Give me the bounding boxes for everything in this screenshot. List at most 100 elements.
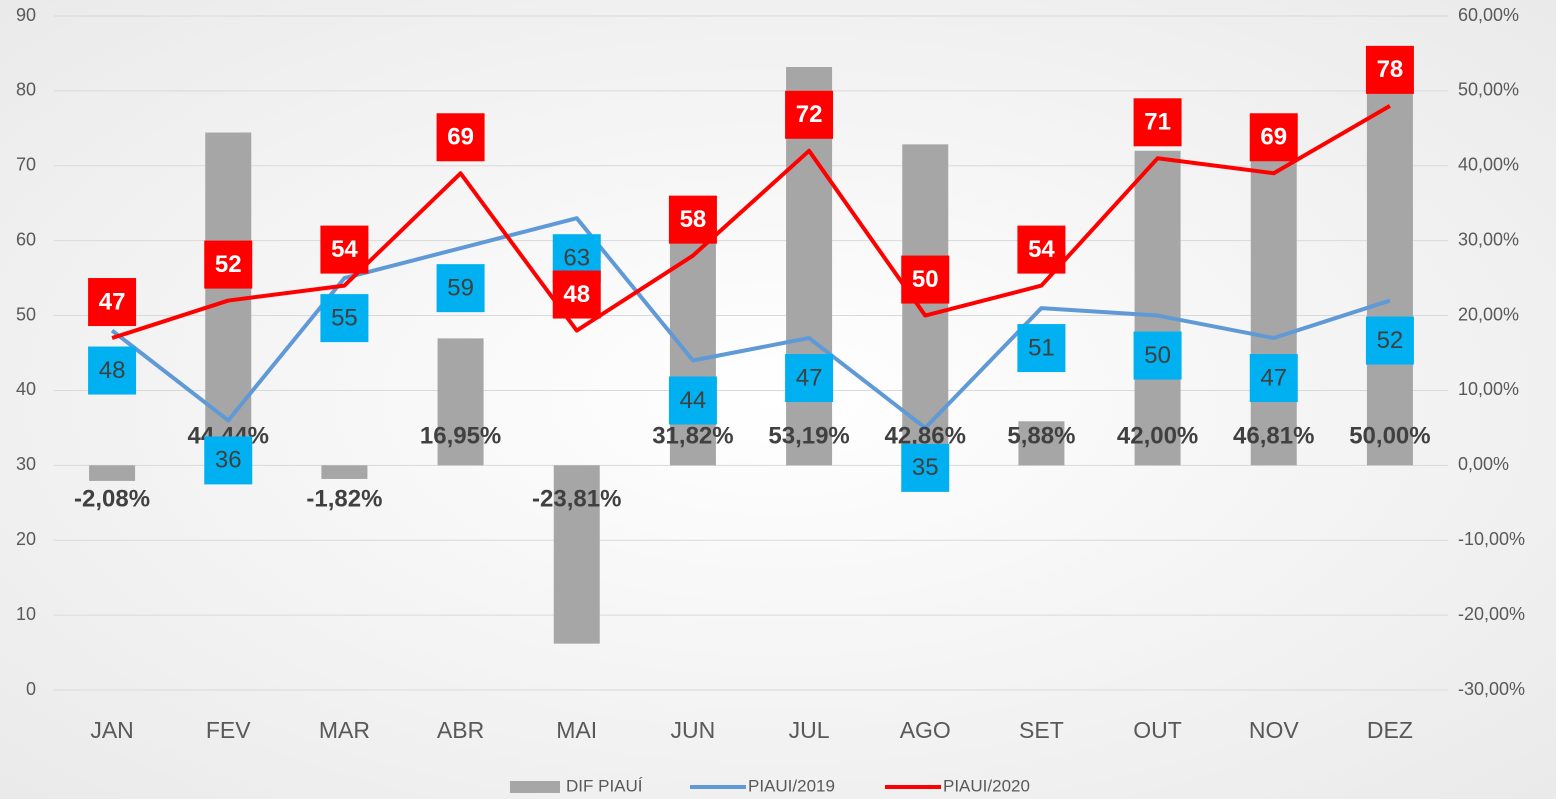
- legend-label: PIAUI/2019: [748, 776, 835, 795]
- y-tick-label: 20: [16, 529, 36, 549]
- bar: [437, 338, 484, 466]
- line-label: 47: [1260, 364, 1287, 391]
- bar-label: 16,95%: [420, 423, 501, 450]
- label-box: [320, 294, 369, 343]
- y-tick-label: 10: [16, 604, 36, 624]
- line-label: 72: [796, 101, 823, 128]
- bar: [1018, 421, 1065, 466]
- line-label: 47: [99, 288, 126, 315]
- y-tick-label: 40: [16, 379, 36, 399]
- label-box: [1249, 354, 1298, 403]
- bar: [1250, 114, 1297, 466]
- label-box: [436, 113, 485, 162]
- labels: -2,08%44,44%-1,82%16,95%-23,81%31,82% 53,…: [74, 45, 1431, 513]
- label-box: [88, 346, 137, 395]
- y-tick-label: 30: [16, 454, 36, 474]
- bar: [1366, 90, 1413, 466]
- label-box: [1133, 98, 1182, 147]
- y2-tick-label: -30,00%: [1458, 679, 1525, 699]
- line-label: 52: [215, 251, 242, 278]
- line-label: 50: [1144, 342, 1171, 369]
- bar-label: 50,00%: [1349, 423, 1430, 450]
- y2-tick-label: 30,00%: [1458, 229, 1519, 249]
- label-box: [552, 270, 601, 319]
- x-tick-label: DEZ: [1367, 717, 1413, 743]
- y2-tick-label: -20,00%: [1458, 604, 1525, 624]
- y2-tick-label: 20,00%: [1458, 304, 1519, 324]
- legend-swatch: [510, 781, 560, 793]
- bar-label: 46,81%: [1233, 423, 1314, 450]
- x-tick-label: ABR: [437, 717, 484, 743]
- x-tick-label: MAR: [319, 717, 370, 743]
- y2-tick-label: 40,00%: [1458, 155, 1519, 175]
- x-tick-label: FEV: [206, 717, 251, 743]
- line-label: 58: [680, 206, 707, 233]
- legend-label: DIF PIAUÍ: [566, 776, 643, 795]
- line-label: 69: [447, 124, 474, 151]
- x-tick-label: AGO: [900, 717, 951, 743]
- line-label: 69: [1260, 124, 1287, 151]
- line-label: 50: [912, 266, 939, 293]
- bar-label: 42,00%: [1117, 423, 1198, 450]
- x-tick-label: OUT: [1133, 717, 1182, 743]
- label-box: [1365, 45, 1414, 94]
- y2-tick-label: 0,00%: [1458, 454, 1509, 474]
- y2-tick-label: -10,00%: [1458, 529, 1525, 549]
- x-tick-label: JUN: [671, 717, 716, 743]
- x-tick-label: SET: [1019, 717, 1064, 743]
- x-tick-label: JUL: [789, 717, 830, 743]
- line-label: 78: [1377, 56, 1404, 83]
- bar: [553, 465, 600, 644]
- label-box: [901, 443, 950, 492]
- label-box: [1249, 113, 1298, 162]
- legend-label: PIAUI/2020: [943, 776, 1030, 795]
- x-tick-label: MAI: [556, 717, 597, 743]
- label-box: [320, 225, 369, 274]
- bar: [89, 465, 136, 481]
- y-tick-label: 50: [16, 304, 36, 324]
- label-box: [436, 264, 485, 313]
- bar-label: -1,82%: [306, 486, 382, 513]
- y2-tick-label: 50,00%: [1458, 80, 1519, 100]
- legend: DIF PIAUÍ PIAUI/2019 PIAUI/2020: [510, 776, 1030, 795]
- y-tick-label: 90: [16, 5, 36, 25]
- label-box: [1365, 316, 1414, 365]
- line-label: 51: [1028, 334, 1055, 361]
- bar: [1134, 150, 1181, 466]
- y-tick-label: 60: [16, 229, 36, 249]
- line-label: 47: [796, 364, 823, 391]
- label-box: [204, 240, 253, 289]
- y-tick-label: 70: [16, 155, 36, 175]
- label-box: [668, 195, 717, 244]
- line-label: 55: [331, 304, 358, 331]
- label-box: [1133, 331, 1182, 380]
- y-tick-label: 80: [16, 80, 36, 100]
- y-tick-label: 0: [26, 679, 36, 699]
- line-label: 63: [563, 245, 590, 272]
- y2-tick-label: 10,00%: [1458, 379, 1519, 399]
- line: [111, 104, 1391, 340]
- bar-label: -23,81%: [532, 486, 621, 513]
- line-label: 54: [331, 236, 358, 263]
- bar-label: -2,08%: [74, 486, 150, 513]
- label-box: [785, 90, 834, 139]
- bar: [321, 465, 368, 479]
- label-box: [668, 376, 717, 425]
- label-box: [1017, 324, 1066, 373]
- label-box: [901, 255, 950, 304]
- label-box: [785, 354, 834, 403]
- line-label: 52: [1377, 327, 1404, 354]
- bar-label: 31,82%: [652, 423, 733, 450]
- line-label: 48: [99, 357, 126, 384]
- x-tick-label: NOV: [1249, 717, 1300, 743]
- line-label: 35: [912, 454, 939, 481]
- bar-label: 53,19%: [768, 423, 849, 450]
- y2-tick-label: 60,00%: [1458, 5, 1519, 25]
- bar-label: 5,88%: [1007, 423, 1075, 450]
- x-tick-label: JAN: [90, 717, 133, 743]
- line-label: 71: [1144, 109, 1171, 136]
- label-box: [88, 278, 137, 327]
- label-box: [204, 436, 253, 485]
- line-label: 59: [447, 274, 474, 301]
